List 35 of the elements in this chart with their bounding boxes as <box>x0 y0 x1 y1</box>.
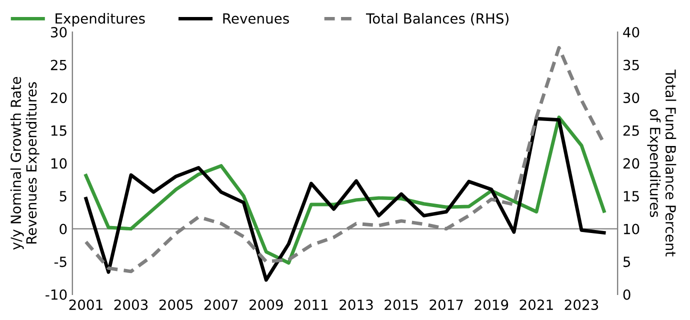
x-tick-label: 2013 <box>340 300 373 310</box>
y2-tick-label: 10 <box>624 224 640 234</box>
y-tick-label: 0 <box>60 224 67 234</box>
y-tick-label: -10 <box>46 289 67 300</box>
x-tick-label: 2015 <box>384 300 418 310</box>
y-tick-label: -5 <box>54 256 66 268</box>
x-tick-label: 2019 <box>474 300 508 310</box>
x-tick-label: 2017 <box>430 300 463 310</box>
y2-tick-label: 30 <box>623 92 640 104</box>
y-tick-label: 20 <box>50 92 67 104</box>
legend-label: Revenues <box>223 13 289 24</box>
x-tick-label: 2023 <box>564 300 598 310</box>
y-tick-label: 10 <box>51 158 67 169</box>
y-tick-label: 5 <box>60 191 66 202</box>
y2-tick-label: 20 <box>623 158 640 169</box>
y-tick-label: 15 <box>51 126 66 136</box>
x-tick-label: 2007 <box>204 300 238 310</box>
y2-tick-label: 25 <box>623 125 639 136</box>
y-tick-label: 25 <box>50 60 66 70</box>
legend-label: Expenditures <box>56 13 145 26</box>
y2-tick-label: 0 <box>623 289 630 300</box>
x-tick-label: 2005 <box>159 300 193 310</box>
y2-tick-label: 15 <box>624 191 639 202</box>
y2-tick-label: 40 <box>623 26 640 38</box>
y-axis-title: y/y Nominal Growth Rate Revenues Expenditures <box>10 76 40 250</box>
y-tick-label: 30 <box>50 26 67 38</box>
x-tick-label: 2003 <box>114 300 148 310</box>
x-tick-label: 2001 <box>69 300 102 310</box>
x-tick-label: 2011 <box>294 300 328 310</box>
y2-tick-label: 5 <box>623 256 630 268</box>
legend-label: Total Balances (RHS) <box>366 13 508 26</box>
y2-tick-label: 35 <box>623 60 639 70</box>
y2-axis-title: Total Fund Balance Percent of Expenditures <box>647 70 676 256</box>
x-tick-label: 2021 <box>520 300 553 310</box>
x-tick-label: 2009 <box>250 300 283 310</box>
